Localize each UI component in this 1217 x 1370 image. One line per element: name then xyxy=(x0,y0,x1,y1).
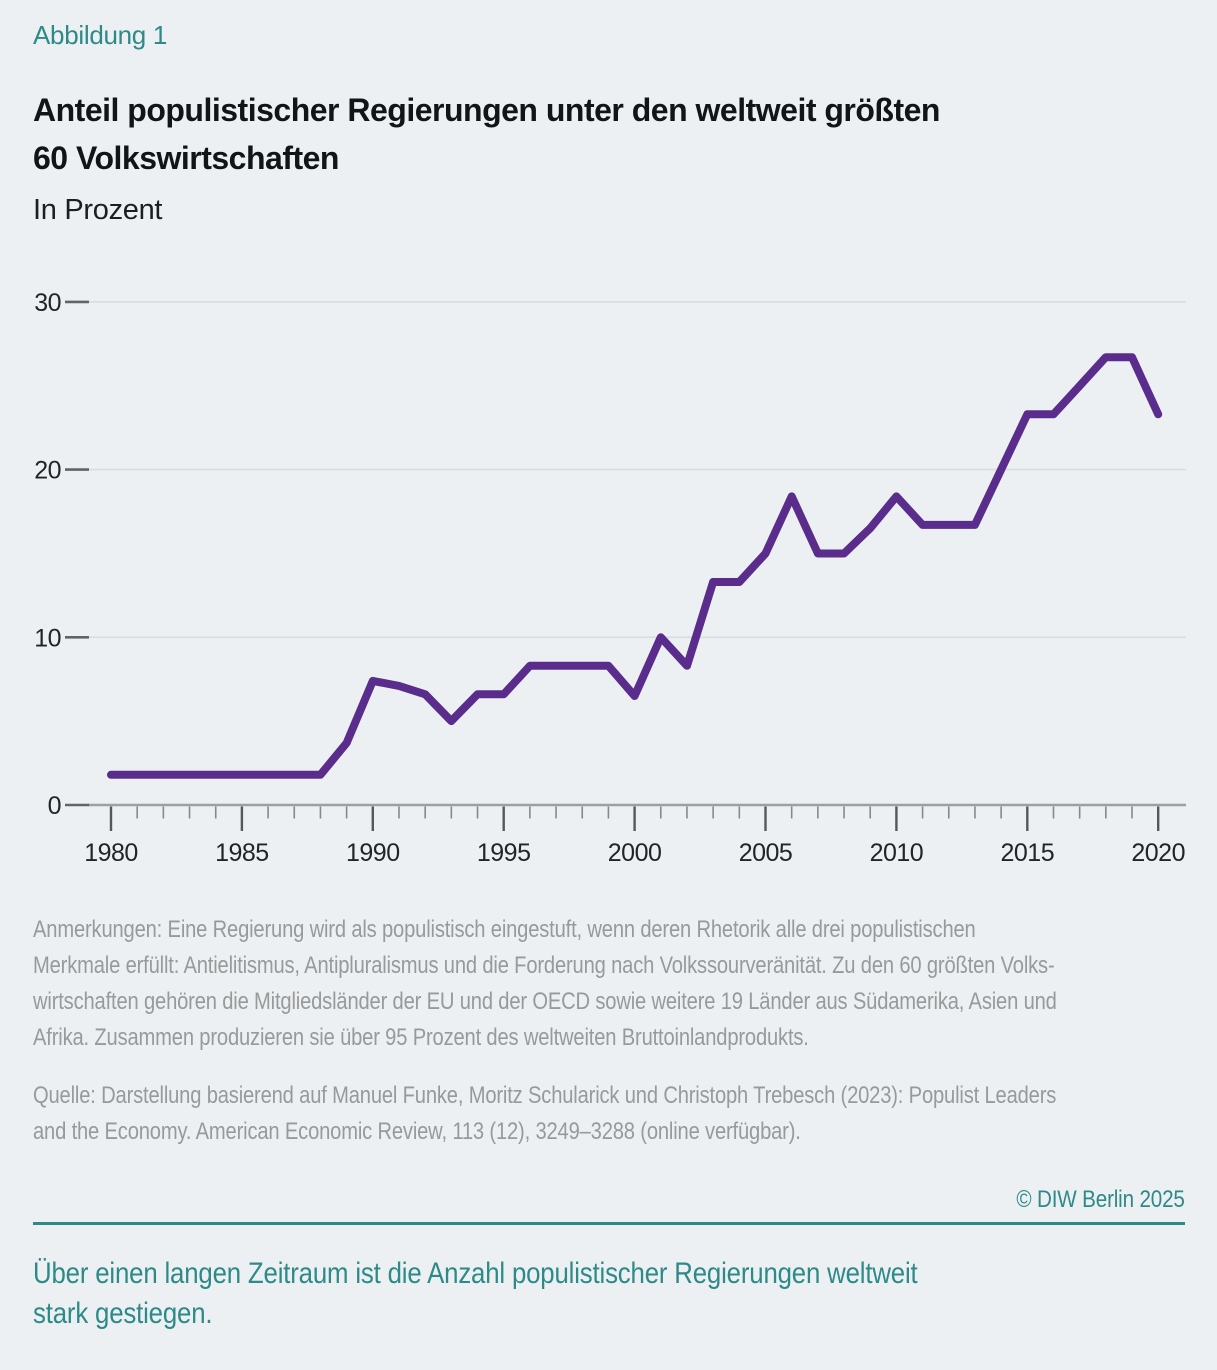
data-line-populist-share xyxy=(107,353,1163,779)
x-axis-label: 1990 xyxy=(346,839,400,867)
source-line: Quelle: Darstellung basierend auf Manuel… xyxy=(33,1082,1057,1109)
figure-label: Abbildung 1 xyxy=(33,20,168,50)
key-statement: Über einen langen Zeitraum ist die Anzah… xyxy=(33,1254,918,1334)
line-chart: 0 10 20 30 1980 1985 1990 1995 2000 2005 2010 2015 2… xyxy=(34,289,1186,867)
x-axis-label: 2000 xyxy=(608,839,662,867)
page-title: Anteil populistischer Regierungen unter … xyxy=(33,86,940,182)
copyright-note: © DIW Berlin 2025 xyxy=(1016,1186,1185,1213)
y-axis-label: 10 xyxy=(34,624,61,652)
x-axis-label: 1985 xyxy=(215,839,269,867)
y-axis-label: 0 xyxy=(48,792,61,820)
source-line: and the Economy. American Economic Revie… xyxy=(33,1118,801,1145)
title-line-2: 60 Volkswirtschaften xyxy=(33,140,339,176)
notes-line: Afrika. Zusammen produzieren sie über 95… xyxy=(33,1024,809,1051)
x-axis-label: 2015 xyxy=(1000,839,1054,867)
x-axis-label: 1980 xyxy=(84,839,138,867)
x-axis-label: 1995 xyxy=(477,839,531,867)
y-axis-label: 30 xyxy=(34,289,61,317)
y-axis-label: 20 xyxy=(34,457,61,485)
notes-line: Anmerkungen: Eine Regierung wird als pop… xyxy=(33,916,976,943)
statement-line: stark gestiegen. xyxy=(33,1297,213,1330)
statement-line: Über einen langen Zeitraum ist die Anzah… xyxy=(33,1257,918,1290)
title-line-1: Anteil populistischer Regierungen unter … xyxy=(33,92,940,128)
chart-subtitle: In Prozent xyxy=(33,194,163,226)
divider-rule xyxy=(33,1222,1185,1225)
chart-notes: Anmerkungen: Eine Regierung wird als pop… xyxy=(33,912,1057,1056)
chart-source: Quelle: Darstellung basierend auf Manuel… xyxy=(33,1078,1056,1150)
notes-line: wirtschaften gehören die Mitgliedsländer… xyxy=(33,988,1057,1015)
notes-line: Merkmale erfüllt: Antielitismus, Antiplu… xyxy=(33,952,1055,979)
x-axis-label: 2010 xyxy=(870,839,924,867)
x-axis-label: 2020 xyxy=(1131,839,1185,867)
x-axis-label: 2005 xyxy=(739,839,793,867)
